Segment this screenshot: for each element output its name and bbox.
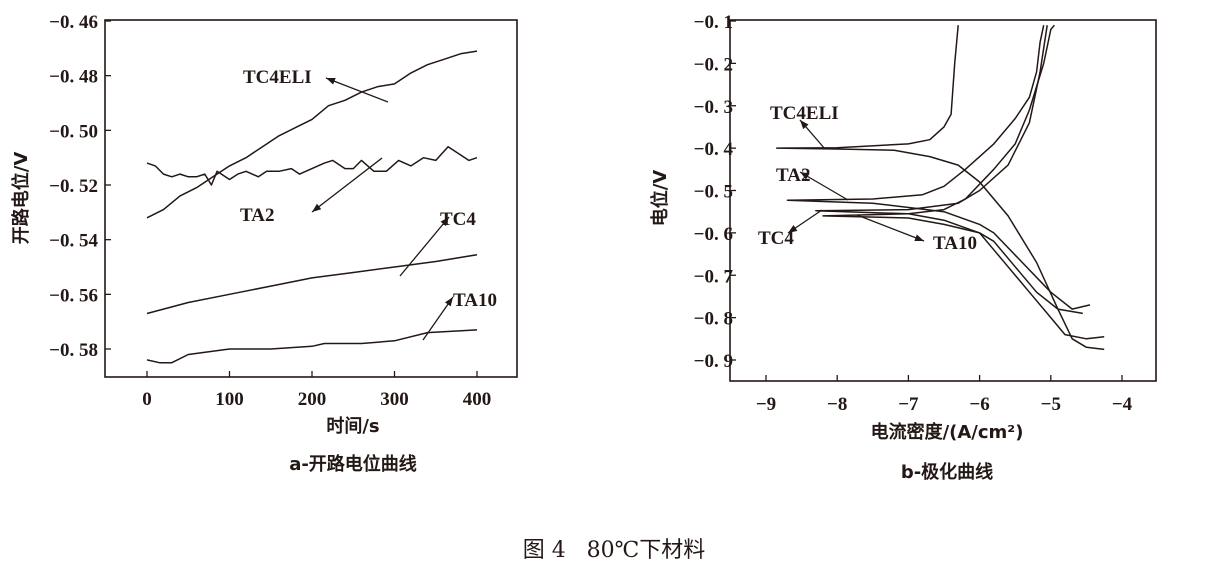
y-tick-label: −0. 48 [49, 67, 98, 88]
series-label-tc4: TC4 [440, 209, 476, 230]
y-axis-label: 电位/V [649, 170, 671, 227]
series-label-ta2: TA2 [776, 165, 810, 186]
y-tick-label: −0. 2 [694, 54, 733, 75]
y-tick-label: −0. 52 [49, 176, 98, 197]
x-tick-label: 0 [142, 389, 152, 410]
x-tick-label: −5 [1041, 394, 1061, 415]
y-tick-label: −0. 50 [49, 121, 98, 142]
label-arrow-ta2-line [311, 157, 383, 213]
label-arrow-tc4-head [788, 225, 798, 233]
y-tick-label: −0. 7 [694, 266, 734, 287]
label-arrow-tc4eli-head [800, 120, 809, 130]
x-tick-label: −4 [1112, 394, 1133, 415]
series-line-tc4 [146, 253, 478, 315]
y-tick-label: −0. 6 [694, 224, 733, 245]
chart-b-polarization: −9 −8 −7 −6 −5 −4 −0. 1 −0. 2 −0. 3 −0. 4 −0. 5 −0.… [649, 12, 1157, 483]
x-tick-label: 200 [298, 389, 327, 410]
y-tick-label: −0. 1 [694, 12, 733, 33]
series-label-ta10: TA10 [933, 233, 977, 254]
chart-a-open-circuit-potential: 0 100 200 300 400 −0. 46 −0. 48 −0. 50 −0. 52 −0.… [10, 12, 518, 475]
label-arrow-ta10-line [856, 214, 925, 242]
x-tick-label: 300 [380, 389, 409, 410]
label-arrow-ta2-head [312, 203, 322, 212]
series-line-ta2 [786, 25, 1091, 310]
x-tick-label: 100 [215, 389, 244, 410]
label-arrow-tc4-head [440, 217, 449, 227]
plot-frame [729, 19, 1157, 382]
label-arrow-ta10-head [444, 297, 453, 307]
x-tick-label: −9 [756, 394, 776, 415]
label-arrow-tc4-line [399, 216, 450, 277]
y-tick-label: −0. 4 [694, 139, 734, 160]
series-line-tc4 [815, 25, 1083, 315]
series-line-ta10 [146, 329, 478, 364]
y-tick-label: −0. 54 [49, 231, 98, 252]
x-axis-label: 电流密度/(A/cm²) [871, 421, 1024, 443]
label-arrow-tc4eli-line [325, 77, 389, 103]
chart-subtitle: b-极化曲线 [901, 461, 993, 483]
series-label-ta10: TA10 [453, 290, 497, 311]
y-tick-label: −0. 56 [49, 285, 98, 306]
label-arrow-tc4eli-head [326, 77, 336, 85]
y-tick-label: −0. 9 [694, 351, 733, 372]
x-tick-label: −8 [827, 394, 847, 415]
x-tick-label: 400 [463, 389, 492, 410]
label-arrow-ta2-head [800, 172, 810, 180]
y-tick-label: −0. 46 [49, 12, 98, 33]
plot-frame [104, 19, 518, 378]
series-label-tc4eli: TC4ELI [770, 103, 839, 124]
series-label-tc4eli: TC4ELI [243, 67, 312, 88]
x-tick-label: −6 [969, 394, 989, 415]
label-arrow-ta10-head [914, 234, 924, 242]
figure-caption: 图 4 80℃下材料 [523, 538, 706, 563]
y-tick-label: −0. 3 [694, 97, 733, 118]
x-tick-label: −7 [898, 394, 919, 415]
chart-subtitle: a-开路电位曲线 [289, 453, 417, 475]
y-tick-label: −0. 5 [694, 182, 733, 203]
series-label-ta2: TA2 [240, 205, 274, 226]
series-line-tc4eli [146, 50, 478, 219]
series-line-ta2 [146, 145, 478, 186]
label-arrow-ta2-line [799, 171, 849, 201]
x-axis-label: 时间/s [326, 416, 379, 437]
y-tick-label: −0. 58 [49, 340, 98, 361]
y-axis-label: 开路电位/V [10, 152, 32, 245]
y-tick-label: −0. 8 [694, 309, 733, 330]
series-line-ta10 [822, 24, 1105, 340]
series-label-tc4: TC4 [758, 228, 794, 249]
